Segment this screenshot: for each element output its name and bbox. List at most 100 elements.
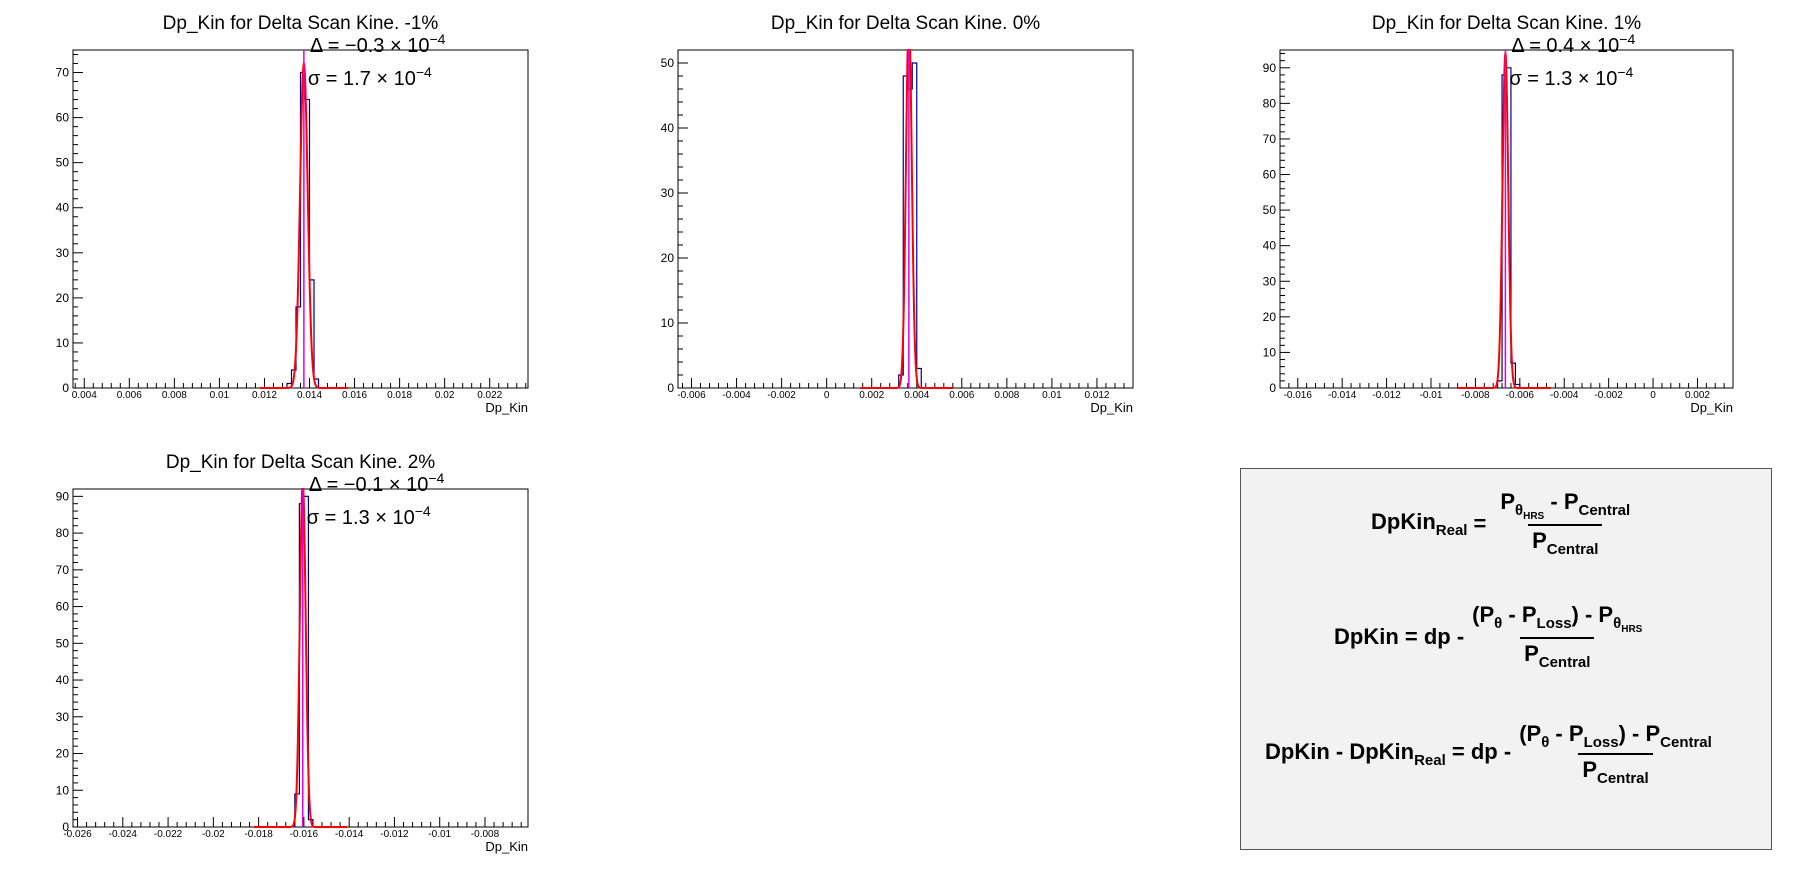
- x-tick-label: 0.01: [1042, 390, 1062, 401]
- x-tick-label: 0.018: [387, 390, 412, 401]
- eq1-denominator: PCentral: [1528, 524, 1603, 558]
- y-tick-label: 20: [56, 747, 70, 761]
- y-tick-label: 20: [661, 251, 675, 265]
- eq3-fraction: (Pθ - PLoss) - PCentral PCentral: [1515, 721, 1716, 787]
- x-axis-label: Dp_Kin: [485, 400, 528, 415]
- sigma-annotation: σ = 1.7 × 10−4: [308, 64, 432, 90]
- sigma-annotation: σ = 1.3 × 10−4: [1509, 64, 1633, 90]
- x-axis-label: Dp_Kin: [1090, 400, 1133, 415]
- x-tick-label: 0: [824, 390, 830, 401]
- y-tick-label: 20: [56, 291, 70, 305]
- chart-panel-3: Dp_Kin for Delta Scan Kine. 1% -0.016 -0.0…: [1263, 13, 1734, 415]
- y-tick-label: 10: [56, 783, 70, 797]
- y-tick-label: 50: [56, 636, 70, 650]
- sigma-exponent: −4: [1617, 64, 1633, 80]
- x-axis-label: Dp_Kin: [485, 839, 528, 854]
- eq1-fraction: PθHRS - PCentral PCentral: [1496, 489, 1634, 558]
- eq2-numerator: (Pθ - PLoss) - PθHRS: [1472, 602, 1643, 635]
- chart-panel-4: Dp_Kin for Delta Scan Kine. 2% -0.026 -0.0…: [56, 452, 529, 854]
- sigma-annotation: σ = 1.3 × 10−4: [307, 503, 431, 529]
- x-tick-label: 0.022: [477, 390, 502, 401]
- y-tick-label: 60: [56, 111, 70, 125]
- y-tick-label: 40: [1263, 239, 1277, 253]
- y-tick-label: 50: [56, 156, 70, 170]
- histogram-series: [286, 71, 320, 388]
- x-tick-label: 0.008: [162, 390, 187, 401]
- y-tick-label: 50: [661, 56, 675, 70]
- x-tick-label: -0.006: [1506, 390, 1535, 401]
- delta-annotation: Δ = 0.4 × 10−4: [1511, 31, 1635, 57]
- delta-exponent: −4: [429, 31, 445, 47]
- y-tick-label: 20: [1263, 310, 1277, 324]
- delta-annotation: Δ = −0.1 × 10−4: [309, 470, 445, 496]
- y-tick-label: 30: [56, 246, 70, 260]
- x-tick-label: 0.012: [1084, 390, 1109, 401]
- chart-title: Dp_Kin for Delta Scan Kine. 0%: [771, 13, 1040, 34]
- y-tick-label: 70: [56, 563, 70, 577]
- x-tick-label: 0.02: [435, 390, 455, 401]
- x-tick-label: 0.004: [72, 390, 97, 401]
- eq1-numerator: PθHRS - PCentral: [1500, 489, 1631, 522]
- x-tick-label: -0.004: [1550, 390, 1579, 401]
- y-tick-label: 80: [56, 526, 70, 540]
- delta-exponent: −4: [428, 470, 444, 486]
- x-tick-label: 0.012: [252, 390, 277, 401]
- x-tick-label: -0.014: [335, 829, 364, 840]
- x-tick-label: -0.002: [767, 390, 796, 401]
- formula-dpkin: DpKin = dp - (Pθ - PLoss) - PθHRS PCentr…: [1334, 602, 1650, 671]
- y-tick-label: 40: [56, 201, 70, 215]
- x-tick-label: -0.016: [1284, 390, 1313, 401]
- histogram-series: [1497, 67, 1521, 388]
- eq3-lhs: DpKin - DpKinReal = dp -: [1265, 739, 1512, 769]
- y-tick-label: 90: [56, 489, 70, 503]
- y-tick-label: 80: [1263, 96, 1277, 110]
- eq2-denominator: PCentral: [1520, 637, 1595, 671]
- x-tick-label: -0.02: [202, 829, 225, 840]
- x-tick-label: 0: [1650, 390, 1656, 401]
- x-tick-label: -0.022: [154, 829, 183, 840]
- y-tick-label: 10: [661, 316, 675, 330]
- eq3-numerator: (Pθ - PLoss) - PCentral: [1519, 721, 1712, 751]
- x-tick-label: 0.006: [949, 390, 974, 401]
- x-tick-label: 0.01: [210, 390, 230, 401]
- x-tick-label: -0.008: [471, 829, 500, 840]
- x-tick-label: 0.006: [117, 390, 142, 401]
- chart-title: Dp_Kin for Delta Scan Kine. 1%: [1372, 13, 1641, 34]
- delta-annotation: Δ = −0.3 × 10−4: [310, 31, 446, 57]
- gaussian-fit-curve: [1457, 49, 1551, 389]
- y-tick-label: 0: [1269, 381, 1276, 395]
- formula-dpkin-difference: DpKin - DpKinReal = dp - (Pθ - PLoss) - …: [1265, 721, 1720, 787]
- y-tick-label: 40: [661, 121, 675, 135]
- eq2-fraction: (Pθ - PLoss) - PθHRS PCentral: [1468, 602, 1646, 671]
- y-tick-label: 70: [1263, 132, 1277, 146]
- chart-title: Dp_Kin for Delta Scan Kine. 2%: [166, 452, 435, 473]
- y-tick-label: 30: [56, 710, 70, 724]
- delta-exponent: −4: [1619, 31, 1635, 47]
- x-tick-label: -0.008: [1461, 390, 1490, 401]
- x-tick-label: -0.026: [63, 829, 92, 840]
- eq1-lhs: DpKinReal: [1371, 508, 1468, 539]
- y-tick-label: 0: [62, 381, 69, 395]
- x-tick-label: -0.014: [1328, 390, 1357, 401]
- eq1-equals: =: [1473, 510, 1487, 536]
- eq2-lhs: DpKin = dp -: [1334, 623, 1465, 649]
- chart-title: Dp_Kin for Delta Scan Kine. -1%: [163, 13, 439, 34]
- x-tick-label: -0.012: [1372, 390, 1401, 401]
- x-tick-label: -0.016: [290, 829, 319, 840]
- x-tick-label: -0.01: [428, 829, 451, 840]
- formula-legend-box: DpKinReal = PθHRS - PCentral PCentral Dp…: [1240, 468, 1772, 850]
- y-tick-label: 40: [56, 673, 70, 687]
- y-tick-label: 0: [667, 381, 674, 395]
- x-tick-label: 0.004: [904, 390, 929, 401]
- y-tick-label: 50: [1263, 203, 1277, 217]
- x-tick-label: -0.024: [109, 829, 138, 840]
- x-tick-label: 0.002: [859, 390, 884, 401]
- x-tick-label: -0.012: [380, 829, 409, 840]
- formula-dpkin-real: DpKinReal = PθHRS - PCentral PCentral: [1371, 489, 1638, 558]
- x-tick-label: -0.01: [1420, 390, 1443, 401]
- y-tick-label: 90: [1263, 61, 1277, 75]
- y-tick-label: 30: [661, 186, 675, 200]
- x-tick-label: -0.006: [677, 390, 706, 401]
- y-tick-label: 10: [56, 336, 70, 350]
